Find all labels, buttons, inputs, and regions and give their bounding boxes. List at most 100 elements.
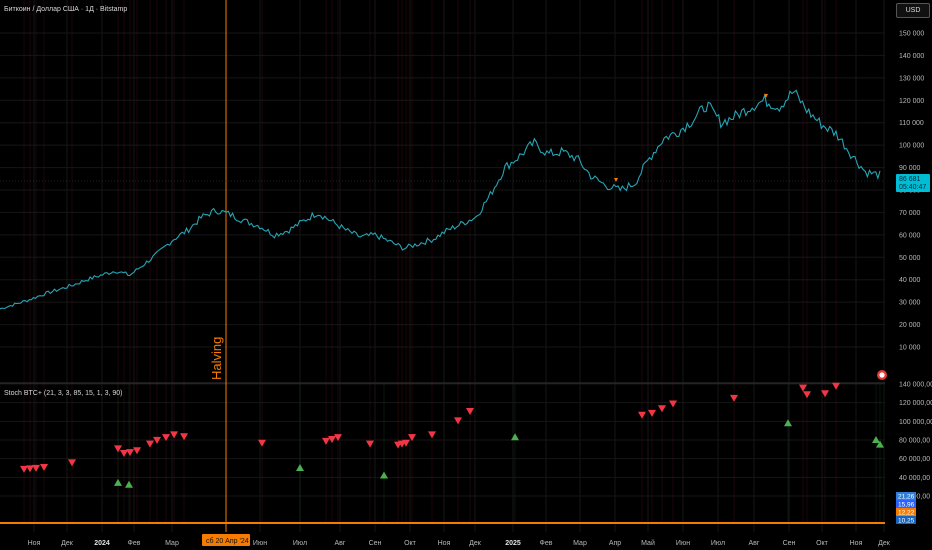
- sell-signal-marker: [669, 400, 677, 408]
- price-tick-label: 20 000: [899, 322, 921, 329]
- sell-signal-marker: [658, 405, 666, 413]
- price-tick-label: 10 000: [899, 345, 921, 352]
- time-label: Ноя: [28, 540, 41, 547]
- buy-signal-marker: [876, 440, 884, 448]
- price-tick-label: 100 000: [899, 143, 924, 150]
- price-tick-label: 130 000: [899, 75, 924, 82]
- indicator-label[interactable]: Stoch BTC+ (21, 3, 3, 85, 15, 1, 3, 90): [4, 390, 122, 397]
- time-label: Фев: [540, 540, 553, 547]
- price-series-line: [0, 89, 881, 310]
- time-label: Окт: [404, 540, 417, 547]
- chart-title: Биткоин / Доллар США · 1Д · Bitstamp: [4, 6, 127, 13]
- buy-signal-marker: [784, 419, 792, 427]
- last-price-badge: [896, 174, 930, 192]
- time-axis[interactable]: Ноя Дек 2024 Фев Мар Июн Июл Авг Сен Окт Ноя Дек 202…: [28, 539, 891, 547]
- halving-date-badge: [202, 534, 250, 546]
- indicator-value: 21,26: [898, 494, 915, 501]
- sell-signal-marker: [328, 436, 336, 443]
- sell-signal-marker: [26, 465, 34, 473]
- time-label: Сен: [783, 540, 796, 547]
- peak-marker: [764, 94, 768, 98]
- time-label: Дек: [878, 540, 891, 547]
- time-label: Дек: [469, 540, 482, 547]
- sell-signal-marker: [40, 464, 48, 471]
- sell-signal-marker: [408, 434, 416, 442]
- buy-signal-marker: [114, 478, 122, 486]
- indicator-tick-label: 120 000,00: [899, 400, 932, 407]
- sell-signal-marker: [402, 439, 410, 447]
- currency-button[interactable]: USD: [896, 3, 930, 18]
- sell-signal-marker: [803, 391, 811, 399]
- indicator-tick-label: 100 000,00: [899, 419, 932, 426]
- alert-icon-center: [879, 372, 885, 378]
- indicator-value: 12,22: [898, 510, 915, 517]
- indicator-value-badge: [896, 492, 916, 500]
- price-tick-label: 50 000: [899, 255, 921, 262]
- price-tick-label: 40 000: [899, 277, 921, 284]
- countdown-value: 05:40:47: [899, 184, 926, 191]
- time-label: Ноя: [850, 540, 863, 547]
- time-label: Апр: [609, 540, 621, 547]
- sell-signal-marker: [114, 445, 122, 453]
- buy-signal-marker: [296, 464, 304, 471]
- time-label: Июн: [253, 540, 267, 547]
- indicator-axis[interactable]: 140 000,00 120 000,00 100 000,00 80 000,00 6…: [899, 382, 932, 501]
- sell-signal-marker: [638, 411, 646, 419]
- sell-signal-marker: [126, 449, 134, 457]
- indicator-value: 10,25: [898, 518, 915, 525]
- time-label: Июл: [293, 540, 307, 547]
- time-label: Мар: [573, 540, 587, 547]
- time-label: 2024: [94, 540, 110, 547]
- price-tick-label: 150 000: [899, 31, 924, 38]
- halving-label: Halving: [209, 337, 224, 380]
- sell-signal-marker: [832, 382, 840, 390]
- sell-signal-marker: [366, 440, 374, 448]
- time-label: Дек: [61, 540, 74, 547]
- price-tick-label: 140 000: [899, 53, 924, 60]
- buy-signal-marker: [125, 480, 133, 488]
- time-label: Авг: [749, 540, 760, 547]
- sell-signal-marker: [730, 394, 738, 402]
- sell-signal-marker: [799, 384, 807, 392]
- indicator-value-badge: [896, 500, 916, 508]
- signals-layer: [20, 94, 884, 488]
- sell-signal-marker: [68, 459, 76, 467]
- indicator-value-badge: [896, 508, 916, 516]
- indicator-tick-label: 140 000,00: [899, 382, 932, 389]
- time-label: Июн: [676, 540, 690, 547]
- sell-signal-marker: [120, 450, 128, 457]
- indicator-value: 15,96: [898, 502, 915, 509]
- sell-signal-marker: [454, 417, 462, 425]
- time-label: Авг: [335, 540, 346, 547]
- sell-signal-marker: [821, 390, 829, 398]
- halving-date: сб 20 Апр '24: [206, 537, 249, 545]
- sell-signal-marker: [466, 408, 474, 415]
- price-tick-label: 70 000: [899, 210, 921, 217]
- indicator-tick-label: 80 000,00: [899, 438, 930, 445]
- sell-signal-marker: [258, 439, 266, 447]
- time-label: Сен: [369, 540, 382, 547]
- sell-signal-marker: [20, 465, 28, 473]
- time-label: Июл: [711, 540, 725, 547]
- time-label: Ноя: [438, 540, 451, 547]
- sell-signal-marker: [133, 447, 141, 455]
- price-tick-label: 90 000: [899, 165, 921, 172]
- time-label: Май: [641, 539, 655, 547]
- sell-signal-marker: [162, 434, 170, 442]
- sell-signal-marker: [322, 437, 330, 445]
- indicator-tick-label: 60 000,00: [899, 456, 930, 463]
- last-price-value: 86 681: [899, 176, 921, 183]
- time-label: Окт: [816, 540, 829, 547]
- indicator-value-badge: [896, 516, 916, 524]
- sell-signal-marker: [153, 436, 161, 444]
- price-tick-label: 60 000: [899, 232, 921, 239]
- price-tick-label: 30 000: [899, 300, 921, 307]
- sell-signal-marker: [170, 431, 178, 439]
- peak-marker: [614, 178, 618, 182]
- sell-signal-marker: [428, 431, 436, 439]
- sell-signal-marker: [146, 440, 154, 448]
- sell-signal-marker: [180, 433, 188, 441]
- time-label: Фев: [128, 540, 141, 547]
